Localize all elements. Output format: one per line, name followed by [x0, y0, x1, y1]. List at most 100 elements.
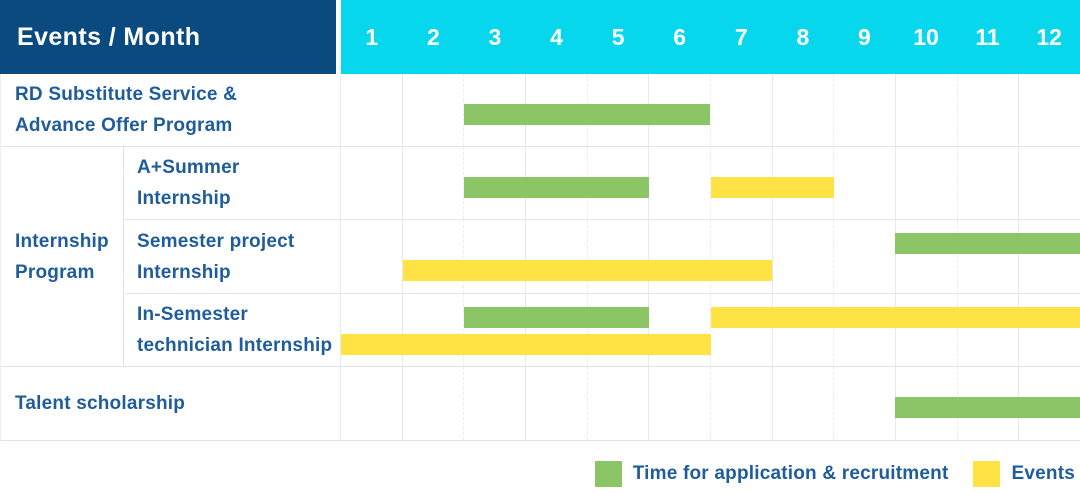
month-header-12: 12: [1036, 23, 1062, 50]
month-grid-cell: [711, 293, 773, 366]
month-grid-cell: [834, 74, 897, 147]
month-header-10: 10: [913, 23, 939, 50]
row-talent-scholarship: Talent scholarship: [1, 366, 1080, 441]
month-grid-cell: [896, 74, 958, 147]
gantt-bar-application-m10-m12: [895, 396, 1080, 418]
month-header-8: 8: [796, 23, 810, 50]
month-grid-cell: [958, 74, 1020, 147]
row-chart-area: [340, 147, 1080, 220]
month-grid-cell: [403, 74, 465, 147]
header-title-cell: Events / Month: [0, 0, 336, 74]
month-grid-cell: [773, 366, 835, 441]
row-label-line: Advance Offer Program: [15, 115, 233, 137]
month-grid-cell: [834, 293, 897, 366]
month-grid-cell: [341, 74, 403, 147]
month-grid-cell: [526, 366, 588, 441]
month-grid-cell: [773, 220, 835, 293]
gantt-bar-application-m10-m12: [895, 233, 1080, 255]
month-grid-cell: [834, 220, 897, 293]
month-grid-cell: [588, 293, 650, 366]
row-chart-area: [340, 293, 1080, 366]
group-label-line: Internship: [15, 230, 109, 252]
row-label-line: Internship: [137, 261, 231, 283]
month-grid-cell: [896, 147, 958, 220]
month-header-2: 2: [426, 23, 440, 50]
month-grid-cell: [958, 147, 1020, 220]
month-grid-cell: [773, 293, 835, 366]
month-grid-cell: [403, 220, 465, 293]
month-grid-cell: [1019, 220, 1080, 292]
group-label-line: Program: [15, 261, 95, 283]
month-grid-cell: [1019, 294, 1080, 366]
row-label: A+Summer Internship: [124, 147, 340, 219]
month-grid-cell: [526, 293, 588, 366]
month-header-3: 3: [488, 23, 502, 50]
legend-swatch-green: [594, 461, 622, 487]
month-header-1: 1: [365, 23, 379, 50]
month-grid-cell: [649, 293, 712, 366]
month-grid-cell: [649, 366, 712, 441]
month-header-4: 4: [550, 23, 563, 50]
row-label: RD Substitute Service & Advance Offer Pr…: [1, 74, 340, 146]
month-grid-cell: [588, 366, 650, 441]
month-grid-cell: [649, 74, 712, 147]
row-label: Semester project Internship: [124, 220, 340, 292]
row-in-semester-technician-internship: In-Semester technician Internship: [124, 293, 1080, 366]
gantt-table: RD Substitute Service & Advance Offer Pr…: [0, 74, 1080, 441]
month-grid-cell: [464, 220, 527, 293]
gantt-bar-events-m7-m8: [710, 177, 834, 199]
month-header-row: 1 2 3 4 5 6 7 8 9 10 11 12: [341, 0, 1080, 74]
row-chart-area: [340, 366, 1080, 441]
legend-label: Events: [1011, 463, 1075, 484]
month-header-9: 9: [858, 23, 871, 50]
row-label: Talent scholarship: [1, 367, 340, 440]
row-label-line: Semester project: [137, 230, 295, 252]
month-grid-cell: [403, 366, 465, 441]
group-rows: A+Summer Internship Semester project Int…: [124, 147, 1080, 366]
row-label-line: technician Internship: [137, 334, 333, 356]
month-grid-cell: [958, 220, 1020, 293]
row-label-line: Talent scholarship: [15, 392, 186, 414]
row-chart-area: [340, 220, 1080, 293]
month-grid-cell: [341, 293, 403, 366]
row-label-line: In-Semester: [137, 303, 248, 325]
month-header-6: 6: [673, 23, 687, 50]
month-grid-cell: [773, 74, 835, 147]
legend-swatch-yellow: [973, 461, 1001, 487]
gantt-bar-application-m3-m5: [464, 177, 649, 199]
legend: Time for application & recruitment Event…: [594, 461, 1075, 487]
gantt-bar-application-m3-m6: [464, 104, 711, 125]
month-grid-cell: [464, 366, 527, 441]
legend-item-application: Time for application & recruitment: [594, 461, 949, 487]
gantt-bar-application-m3-m5: [464, 306, 649, 328]
month-grid-cell: [341, 220, 403, 293]
month-grid-cell: [711, 74, 773, 147]
month-grid-cell: [588, 220, 650, 293]
month-grid-cell: [711, 366, 773, 441]
gantt-bar-events-m1-m6: [341, 333, 711, 355]
month-grid-cell: [1019, 147, 1080, 219]
row-label-line: RD Substitute Service &: [15, 84, 238, 106]
page-title: Events / Month: [17, 22, 201, 51]
row-semester-project-internship: Semester project Internship: [124, 220, 1080, 294]
row-label-line: A+Summer: [137, 157, 240, 179]
row-label: In-Semester technician Internship: [124, 294, 340, 366]
month-grid-cell: [341, 366, 403, 441]
gantt-bar-events-m2-m7: [402, 260, 773, 282]
row-rd-substitute-service: RD Substitute Service & Advance Offer Pr…: [1, 74, 1080, 148]
legend-label: Time for application & recruitment: [632, 463, 949, 484]
legend-item-events: Events: [973, 461, 1075, 487]
internship-program-group: Internship Program A+Summer Internship S…: [1, 147, 1080, 367]
month-grid-cell: [649, 147, 712, 220]
month-grid-cell: [403, 293, 465, 366]
month-grid-cell: [403, 147, 465, 220]
month-header-7: 7: [734, 23, 748, 50]
row-chart-area: [340, 74, 1080, 147]
month-grid-cell: [834, 366, 897, 441]
row-label-line: Internship: [137, 188, 231, 210]
row-a-summer-internship: A+Summer Internship: [124, 147, 1080, 221]
header-row: Events / Month 1 2 3 4 5 6 7 8 9 10 11 12: [0, 0, 1080, 74]
month-grid-cell: [773, 147, 835, 220]
month-grid-cell: [834, 147, 897, 220]
